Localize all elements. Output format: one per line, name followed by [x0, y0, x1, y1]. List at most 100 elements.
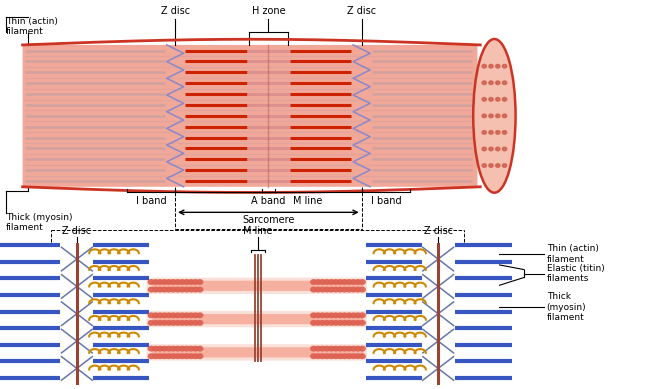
Ellipse shape — [170, 312, 177, 318]
Ellipse shape — [187, 312, 194, 318]
Circle shape — [503, 98, 507, 101]
Ellipse shape — [354, 353, 361, 359]
Ellipse shape — [359, 320, 366, 326]
Ellipse shape — [332, 312, 340, 318]
Ellipse shape — [346, 345, 353, 352]
Ellipse shape — [359, 353, 366, 359]
Text: I band: I band — [371, 196, 401, 206]
Circle shape — [482, 81, 486, 84]
Ellipse shape — [315, 320, 322, 326]
Ellipse shape — [152, 287, 159, 293]
Circle shape — [482, 114, 486, 117]
Circle shape — [495, 164, 500, 167]
Ellipse shape — [354, 312, 361, 318]
Ellipse shape — [323, 345, 330, 352]
Text: M line: M line — [243, 226, 273, 236]
Ellipse shape — [336, 320, 344, 326]
Ellipse shape — [328, 345, 335, 352]
Ellipse shape — [346, 287, 353, 293]
Ellipse shape — [323, 287, 330, 293]
Ellipse shape — [192, 312, 199, 318]
Ellipse shape — [341, 312, 348, 318]
Ellipse shape — [310, 353, 317, 359]
Ellipse shape — [473, 39, 516, 193]
Ellipse shape — [328, 353, 335, 359]
Ellipse shape — [332, 353, 340, 359]
Ellipse shape — [319, 353, 326, 359]
Circle shape — [503, 164, 507, 167]
FancyBboxPatch shape — [152, 281, 363, 291]
Ellipse shape — [341, 279, 348, 285]
Circle shape — [495, 114, 500, 117]
Ellipse shape — [332, 320, 340, 326]
Circle shape — [489, 114, 493, 117]
Ellipse shape — [359, 287, 366, 293]
Ellipse shape — [328, 279, 335, 285]
FancyBboxPatch shape — [147, 344, 367, 361]
Ellipse shape — [174, 353, 181, 359]
Ellipse shape — [346, 312, 353, 318]
Ellipse shape — [183, 287, 190, 293]
Ellipse shape — [148, 345, 155, 352]
Text: Z disc: Z disc — [347, 5, 376, 16]
Ellipse shape — [179, 345, 186, 352]
Ellipse shape — [354, 320, 361, 326]
Ellipse shape — [350, 353, 357, 359]
Ellipse shape — [166, 287, 173, 293]
Ellipse shape — [328, 312, 335, 318]
Ellipse shape — [332, 345, 340, 352]
Text: Z disc: Z disc — [62, 226, 91, 236]
Ellipse shape — [187, 345, 194, 352]
Ellipse shape — [174, 320, 181, 326]
Ellipse shape — [328, 320, 335, 326]
Circle shape — [482, 65, 486, 68]
Ellipse shape — [166, 279, 173, 285]
Ellipse shape — [187, 287, 194, 293]
Text: Thin (actin)
filament: Thin (actin) filament — [547, 244, 599, 264]
Ellipse shape — [156, 287, 164, 293]
Ellipse shape — [359, 312, 366, 318]
Ellipse shape — [359, 345, 366, 352]
Ellipse shape — [174, 312, 181, 318]
Ellipse shape — [156, 312, 164, 318]
Circle shape — [495, 65, 500, 68]
Ellipse shape — [174, 345, 181, 352]
Circle shape — [495, 147, 500, 151]
Ellipse shape — [179, 312, 186, 318]
Ellipse shape — [315, 312, 322, 318]
Ellipse shape — [161, 353, 168, 359]
Ellipse shape — [192, 353, 199, 359]
Ellipse shape — [192, 345, 199, 352]
Circle shape — [503, 81, 507, 84]
Ellipse shape — [148, 320, 155, 326]
Circle shape — [503, 65, 507, 68]
Ellipse shape — [170, 353, 177, 359]
FancyBboxPatch shape — [152, 347, 363, 357]
Ellipse shape — [310, 312, 317, 318]
Ellipse shape — [196, 320, 204, 326]
Circle shape — [503, 147, 507, 151]
Ellipse shape — [166, 320, 173, 326]
Ellipse shape — [310, 287, 317, 293]
Ellipse shape — [323, 279, 330, 285]
Ellipse shape — [170, 345, 177, 352]
Ellipse shape — [350, 312, 357, 318]
Ellipse shape — [341, 320, 348, 326]
Ellipse shape — [336, 287, 344, 293]
Circle shape — [489, 131, 493, 134]
Text: A band: A band — [251, 196, 286, 206]
Ellipse shape — [161, 287, 168, 293]
Ellipse shape — [179, 279, 186, 285]
Ellipse shape — [152, 353, 159, 359]
Ellipse shape — [319, 345, 326, 352]
Ellipse shape — [323, 320, 330, 326]
Ellipse shape — [346, 279, 353, 285]
Ellipse shape — [179, 320, 186, 326]
Text: H zone: H zone — [252, 5, 285, 16]
Ellipse shape — [161, 312, 168, 318]
Ellipse shape — [196, 353, 204, 359]
Circle shape — [495, 131, 500, 134]
Ellipse shape — [315, 345, 322, 352]
Ellipse shape — [152, 279, 159, 285]
Ellipse shape — [323, 353, 330, 359]
